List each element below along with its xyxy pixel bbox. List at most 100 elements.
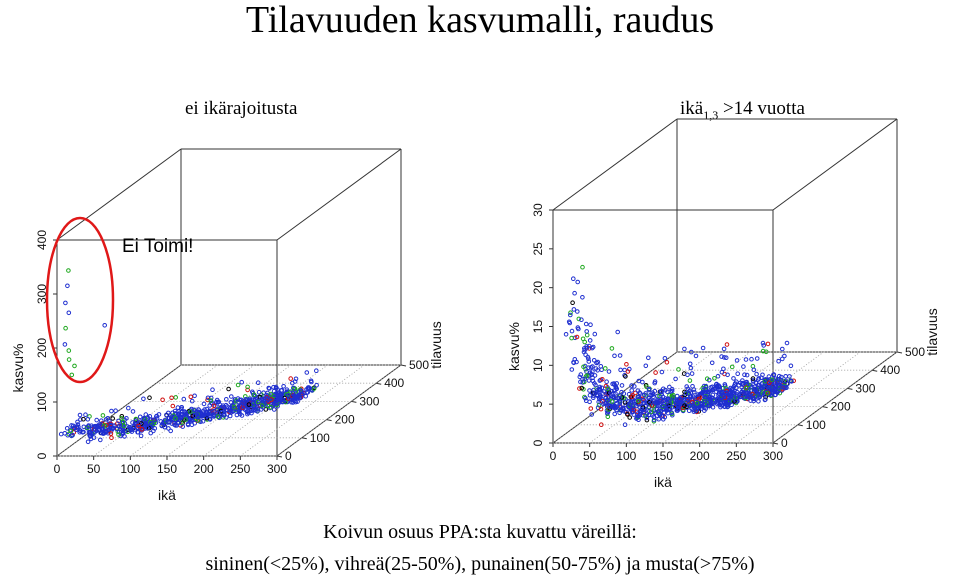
data-point — [776, 358, 781, 364]
data-point — [563, 332, 569, 337]
data-point — [571, 360, 577, 366]
data-point — [590, 378, 596, 384]
data-point — [88, 433, 94, 439]
data-point — [588, 322, 593, 328]
data-point — [96, 422, 102, 427]
data-point — [126, 405, 131, 411]
data-point — [226, 386, 231, 392]
data-point — [634, 403, 639, 409]
data-point — [268, 391, 274, 397]
x-tick-label: 100 — [120, 462, 140, 476]
data-point — [673, 376, 678, 382]
data-point — [586, 378, 592, 383]
data-point — [743, 388, 749, 393]
data-point — [644, 415, 650, 421]
data-point — [693, 353, 699, 359]
data-point — [196, 407, 201, 412]
data-point — [581, 364, 586, 370]
data-point — [687, 378, 693, 383]
data-point — [715, 396, 720, 401]
data-point — [234, 412, 240, 418]
data-point — [722, 355, 727, 360]
data-point — [114, 426, 120, 432]
data-point — [587, 392, 593, 398]
z-tick-label: 300 — [855, 381, 875, 395]
data-point — [721, 346, 727, 352]
data-point — [138, 433, 144, 439]
data-point — [590, 344, 596, 350]
data-point — [192, 413, 198, 419]
data-point — [742, 372, 747, 378]
data-point — [207, 416, 212, 422]
data-point — [761, 343, 767, 348]
data-point — [133, 418, 139, 424]
data-point — [769, 386, 775, 391]
data-point — [752, 384, 758, 390]
data-point — [621, 395, 627, 401]
subtitle-right-subscript: 1,3 — [703, 107, 719, 122]
data-point — [690, 384, 695, 389]
y-axis-label: kasvu% — [10, 343, 26, 392]
data-point — [116, 418, 121, 424]
data-point — [154, 413, 159, 419]
data-point — [141, 416, 147, 422]
subtitle-right-rest: >14 vuotta — [718, 98, 805, 119]
y-tick-label: 25 — [531, 242, 545, 256]
data-point — [133, 416, 139, 422]
data-point — [731, 396, 737, 401]
data-point — [686, 401, 691, 406]
data-point — [235, 382, 241, 388]
data-point — [660, 403, 666, 409]
data-point — [719, 354, 724, 359]
data-point — [246, 410, 251, 416]
data-point — [106, 427, 111, 433]
z-tick — [797, 424, 803, 427]
data-point — [188, 409, 193, 415]
data-point — [647, 400, 652, 405]
data-point — [586, 359, 592, 364]
data-point — [309, 379, 314, 385]
data-point — [194, 412, 200, 418]
data-point — [292, 379, 298, 384]
data-point — [671, 392, 676, 398]
z-tick — [351, 400, 357, 403]
data-point — [664, 360, 670, 365]
data-point — [587, 388, 592, 393]
data-point — [568, 310, 573, 316]
outlier-point — [65, 283, 70, 289]
y-tick-label: 15 — [531, 320, 545, 334]
data-point — [744, 372, 750, 378]
caption-line1: Koivun osuus PPA:sta kuvattu väreillä: — [323, 521, 637, 543]
data-point — [755, 377, 761, 382]
data-point — [137, 414, 143, 420]
data-point — [613, 384, 619, 390]
data-point — [584, 332, 590, 338]
data-point — [637, 413, 642, 419]
data-point — [208, 395, 214, 401]
data-point — [688, 365, 694, 371]
data-point — [784, 340, 790, 346]
data-point — [617, 395, 622, 401]
box-edge — [56, 364, 182, 457]
data-point — [284, 387, 290, 393]
data-point — [70, 423, 76, 429]
data-point — [644, 384, 649, 390]
data-point — [609, 346, 615, 351]
z-tick-label: 400 — [384, 376, 404, 390]
box-edge — [552, 118, 678, 211]
data-point — [179, 405, 184, 410]
data-point — [290, 390, 296, 396]
data-point — [736, 382, 742, 388]
x-tick-label: 0 — [54, 462, 61, 476]
data-point — [756, 392, 761, 397]
data-point — [636, 398, 641, 404]
data-point — [764, 384, 770, 389]
data-point — [263, 407, 269, 412]
data-point — [83, 412, 88, 418]
data-point — [783, 374, 789, 379]
data-point — [604, 379, 609, 385]
data-point — [579, 385, 585, 391]
data-point — [735, 371, 741, 377]
data-point — [606, 369, 612, 374]
data-point — [124, 416, 129, 421]
